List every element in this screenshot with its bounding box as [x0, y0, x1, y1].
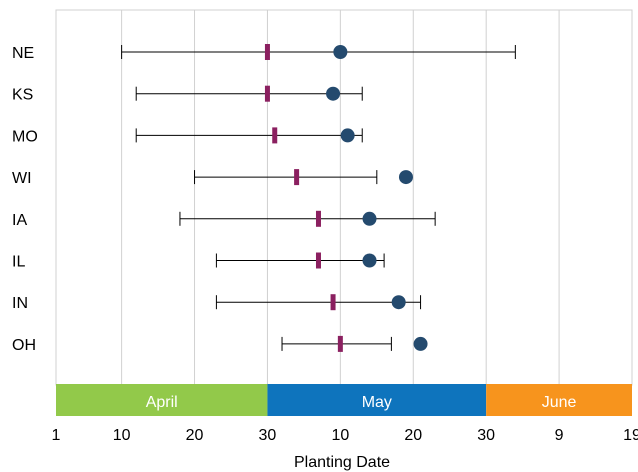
state-label: NE: [12, 45, 34, 62]
marker-bar: [294, 169, 300, 186]
x-tick-label: 10: [113, 427, 131, 444]
data-layer: [121, 44, 516, 352]
data-point: [413, 336, 428, 351]
month-band-april: [56, 384, 268, 416]
plot-border: [55, 9, 633, 386]
state-label: IL: [12, 254, 25, 271]
data-point: [391, 295, 406, 310]
x-tick-label: 20: [186, 427, 204, 444]
x-tick-label: 20: [404, 427, 422, 444]
month-label: April: [146, 394, 178, 411]
marker-bar: [272, 127, 278, 144]
state-label: IN: [12, 295, 28, 312]
month-label: June: [542, 394, 577, 411]
data-point: [326, 86, 341, 101]
data-point: [362, 211, 377, 226]
marker-bar: [315, 210, 321, 227]
x-tick-label: 19: [623, 427, 638, 444]
marker-bar: [315, 252, 321, 269]
marker-bar: [330, 294, 336, 311]
state-label: WI: [12, 170, 32, 187]
x-tick-label: 1: [52, 427, 61, 444]
month-band-may: [267, 384, 487, 416]
data-point: [362, 253, 377, 268]
month-bands: April May June: [56, 384, 632, 416]
label-layer: 1 10 20 30 10 20 30 9 19 NE KS MO WI IA IL IN OH: [12, 45, 638, 444]
state-label: OH: [12, 337, 36, 354]
x-tick-label: 30: [477, 427, 495, 444]
data-point: [340, 128, 355, 143]
state-label: KS: [12, 87, 33, 104]
month-band-june: [486, 384, 632, 416]
month-label: May: [362, 394, 392, 411]
data-point: [398, 170, 413, 185]
x-tick-label: 10: [331, 427, 349, 444]
state-label: IA: [12, 212, 27, 229]
marker-bar: [264, 44, 270, 60]
x-tick-label: 30: [259, 427, 277, 444]
marker-bar: [337, 335, 343, 352]
data-point: [333, 45, 348, 59]
x-axis-title: Planting Date: [294, 454, 390, 471]
grid-layer: [55, 9, 633, 386]
state-label: MO: [12, 128, 38, 145]
marker-bar: [264, 85, 270, 102]
x-tick-label: 9: [555, 427, 564, 444]
